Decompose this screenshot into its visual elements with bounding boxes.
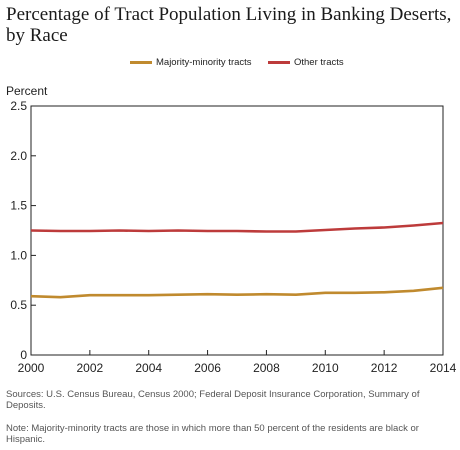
y-tick-label: 2.0 bbox=[10, 149, 27, 163]
series-lines bbox=[30, 221, 444, 299]
y-tick-label: 0 bbox=[20, 348, 27, 362]
y-tick-label: 2.5 bbox=[10, 99, 27, 113]
x-tick-label: 2012 bbox=[371, 361, 398, 375]
legend-item-other-tracts: Other tracts bbox=[268, 57, 344, 68]
x-tick-label: 2008 bbox=[253, 361, 280, 375]
x-tick-label: 2002 bbox=[77, 361, 104, 375]
footnote: Note: Majority-minority tracts are those… bbox=[6, 423, 419, 445]
y-tick-label: 1.0 bbox=[10, 248, 27, 262]
legend-label-majority-minority: Majority-minority tracts bbox=[156, 57, 252, 68]
chart-title: Percentage of Tract Population Living in… bbox=[6, 4, 452, 46]
series-line-majority-minority bbox=[30, 286, 444, 299]
sources-note: Sources: U.S. Census Bureau, Census 2000… bbox=[6, 389, 420, 411]
x-tick-label: 2004 bbox=[135, 361, 162, 375]
legend-item-majority-minority: Majority-minority tracts bbox=[130, 57, 252, 68]
series-line-other-tracts bbox=[30, 221, 444, 233]
legend-label-other-tracts: Other tracts bbox=[294, 57, 344, 68]
legend-swatch-other-tracts bbox=[268, 61, 290, 64]
x-tick-label: 2006 bbox=[194, 361, 221, 375]
y-axis: 0 0.5 1.0 1.5 2.0 2.5 bbox=[10, 99, 36, 362]
x-tick-label: 2000 bbox=[18, 361, 45, 375]
legend-swatch-majority-minority bbox=[130, 61, 152, 64]
y-tick-label: 1.5 bbox=[10, 199, 27, 213]
x-tick-label: 2010 bbox=[312, 361, 339, 375]
x-tick-label: 2014 bbox=[430, 361, 457, 375]
y-axis-label: Percent bbox=[6, 84, 48, 98]
y-tick-label: 0.5 bbox=[10, 298, 27, 312]
x-axis: 2000 2002 2004 2006 2008 2010 2012 2014 bbox=[18, 350, 457, 375]
